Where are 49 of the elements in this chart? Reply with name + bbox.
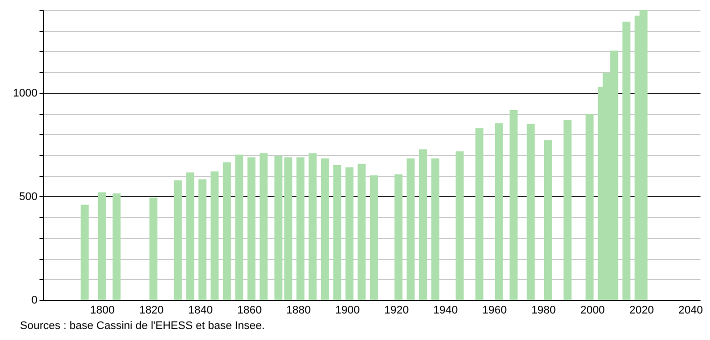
bar — [544, 140, 552, 300]
bar — [186, 172, 194, 300]
bar — [198, 179, 206, 300]
bar — [174, 180, 182, 300]
bar — [622, 22, 630, 300]
x-tick-label: 2040 — [678, 304, 703, 316]
bar — [418, 149, 427, 300]
y-tick-label: 1000 — [13, 87, 38, 100]
bar — [222, 162, 231, 300]
bar — [431, 158, 440, 300]
x-tick-label: 1820 — [139, 304, 164, 316]
bar — [333, 164, 342, 300]
bar — [320, 158, 329, 300]
bar — [296, 157, 304, 300]
bar — [394, 174, 402, 300]
bar — [149, 197, 158, 300]
bar — [345, 167, 354, 300]
bar — [112, 193, 121, 300]
x-tick-label: 1880 — [286, 304, 311, 316]
bar — [358, 164, 366, 300]
bar — [494, 123, 503, 300]
source-note: Sources : base Cassini de l'EHESS et base Insee. — [20, 320, 265, 332]
x-tick-label: 1900 — [335, 304, 360, 316]
y-tick-label: 500 — [19, 190, 38, 203]
bar — [586, 114, 594, 300]
bar — [475, 128, 484, 300]
bar — [210, 171, 219, 300]
bar — [456, 151, 464, 300]
bar — [247, 157, 256, 300]
bar — [80, 204, 89, 300]
y-tick-label: 0 — [31, 294, 38, 306]
x-tick-label: 1920 — [384, 304, 409, 316]
bar — [308, 153, 317, 300]
bar — [98, 192, 106, 300]
x-tick-label: 2020 — [629, 304, 654, 316]
bar — [564, 120, 572, 300]
x-tick-label: 1840 — [188, 304, 213, 316]
bar — [370, 175, 378, 300]
x-tick-label: 1960 — [482, 304, 507, 316]
bar — [510, 110, 518, 300]
bar — [260, 153, 268, 300]
bar — [526, 124, 535, 300]
x-tick-label: 2000 — [580, 304, 605, 316]
bar — [235, 154, 244, 300]
x-tick-label: 1980 — [531, 304, 556, 316]
x-tick-label: 1940 — [433, 304, 458, 316]
x-tick-label: 1860 — [237, 304, 262, 316]
bar — [406, 158, 415, 300]
x-tick-label: 1800 — [90, 304, 115, 316]
